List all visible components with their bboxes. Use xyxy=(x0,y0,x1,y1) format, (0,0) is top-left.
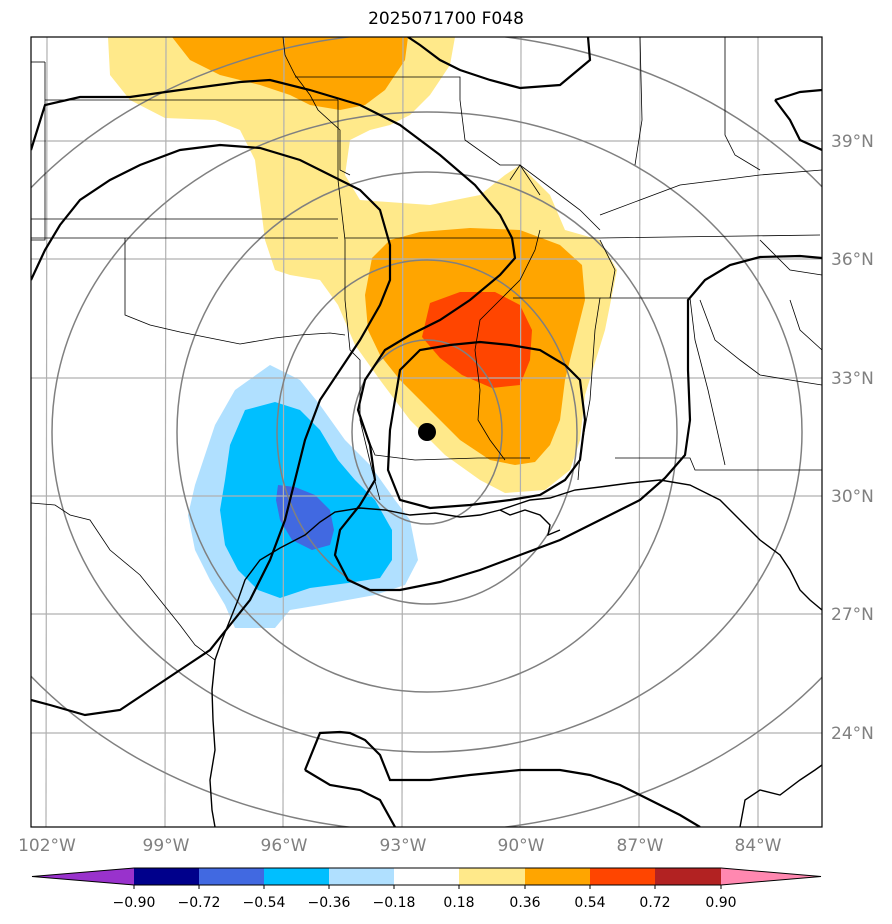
colorbar-tick-label: 0.18 xyxy=(443,895,474,911)
lon-tick-label: 87°W xyxy=(617,836,664,856)
lat-tick-label: 27°N xyxy=(831,605,874,625)
lon-tick-label: 102°W xyxy=(18,836,76,856)
colorbar-tick-label: −0.90 xyxy=(113,895,156,911)
lat-tick-label: 36°N xyxy=(831,250,874,270)
lat-tick-label: 30°N xyxy=(831,487,874,507)
colorbar-tick-label: 0.36 xyxy=(509,895,540,911)
colorbar-segment xyxy=(264,868,329,885)
colorbar-segment xyxy=(394,868,459,885)
map-panel xyxy=(0,32,892,832)
lon-tick-label: 84°W xyxy=(735,836,782,856)
storm-center-marker xyxy=(418,423,436,441)
colorbar-extend-max xyxy=(721,868,821,885)
colorbar-segment xyxy=(655,868,721,885)
lat-tick-label: 24°N xyxy=(831,724,874,744)
lon-gridlines xyxy=(46,37,758,827)
lon-tick-label: 90°W xyxy=(498,836,545,856)
colorbar-tick-label: 0.90 xyxy=(705,895,736,911)
colorbar: −0.90 −0.72 −0.54 −0.36 −0.18 0.18 0.36 0.54 0.7… xyxy=(32,868,821,911)
colorbar-tick-label: −0.72 xyxy=(178,895,221,911)
colorbar-segment xyxy=(199,868,264,885)
lon-tick-label: 93°W xyxy=(380,836,427,856)
colorbar-segment xyxy=(459,868,525,885)
colorbar-segment xyxy=(525,868,590,885)
colorbar-extend-min xyxy=(32,868,134,885)
colorbar-segment xyxy=(590,868,655,885)
colorbar-tick-label: −0.18 xyxy=(373,895,416,911)
colorbar-tick-label: −0.36 xyxy=(308,895,351,911)
colorbar-segment xyxy=(329,868,394,885)
lon-tick-label: 99°W xyxy=(143,836,190,856)
longitude-tick-labels: 102°W 99°W 96°W 93°W 90°W 87°W 84°W xyxy=(18,836,782,856)
colorbar-tick-label: 0.54 xyxy=(574,895,605,911)
colorbar-tick-label: −0.54 xyxy=(243,895,286,911)
colorbar-segment xyxy=(134,868,199,885)
lat-tick-label: 33°N xyxy=(831,369,874,389)
lat-tick-label: 39°N xyxy=(831,132,874,152)
map-figure: 102°W 99°W 96°W 93°W 90°W 87°W 84°W 24°N 27°N 30… xyxy=(0,0,892,924)
lon-tick-label: 96°W xyxy=(261,836,308,856)
colorbar-tick-label: 0.72 xyxy=(639,895,670,911)
latitude-tick-labels: 24°N 27°N 30°N 33°N 36°N 39°N xyxy=(831,132,874,744)
